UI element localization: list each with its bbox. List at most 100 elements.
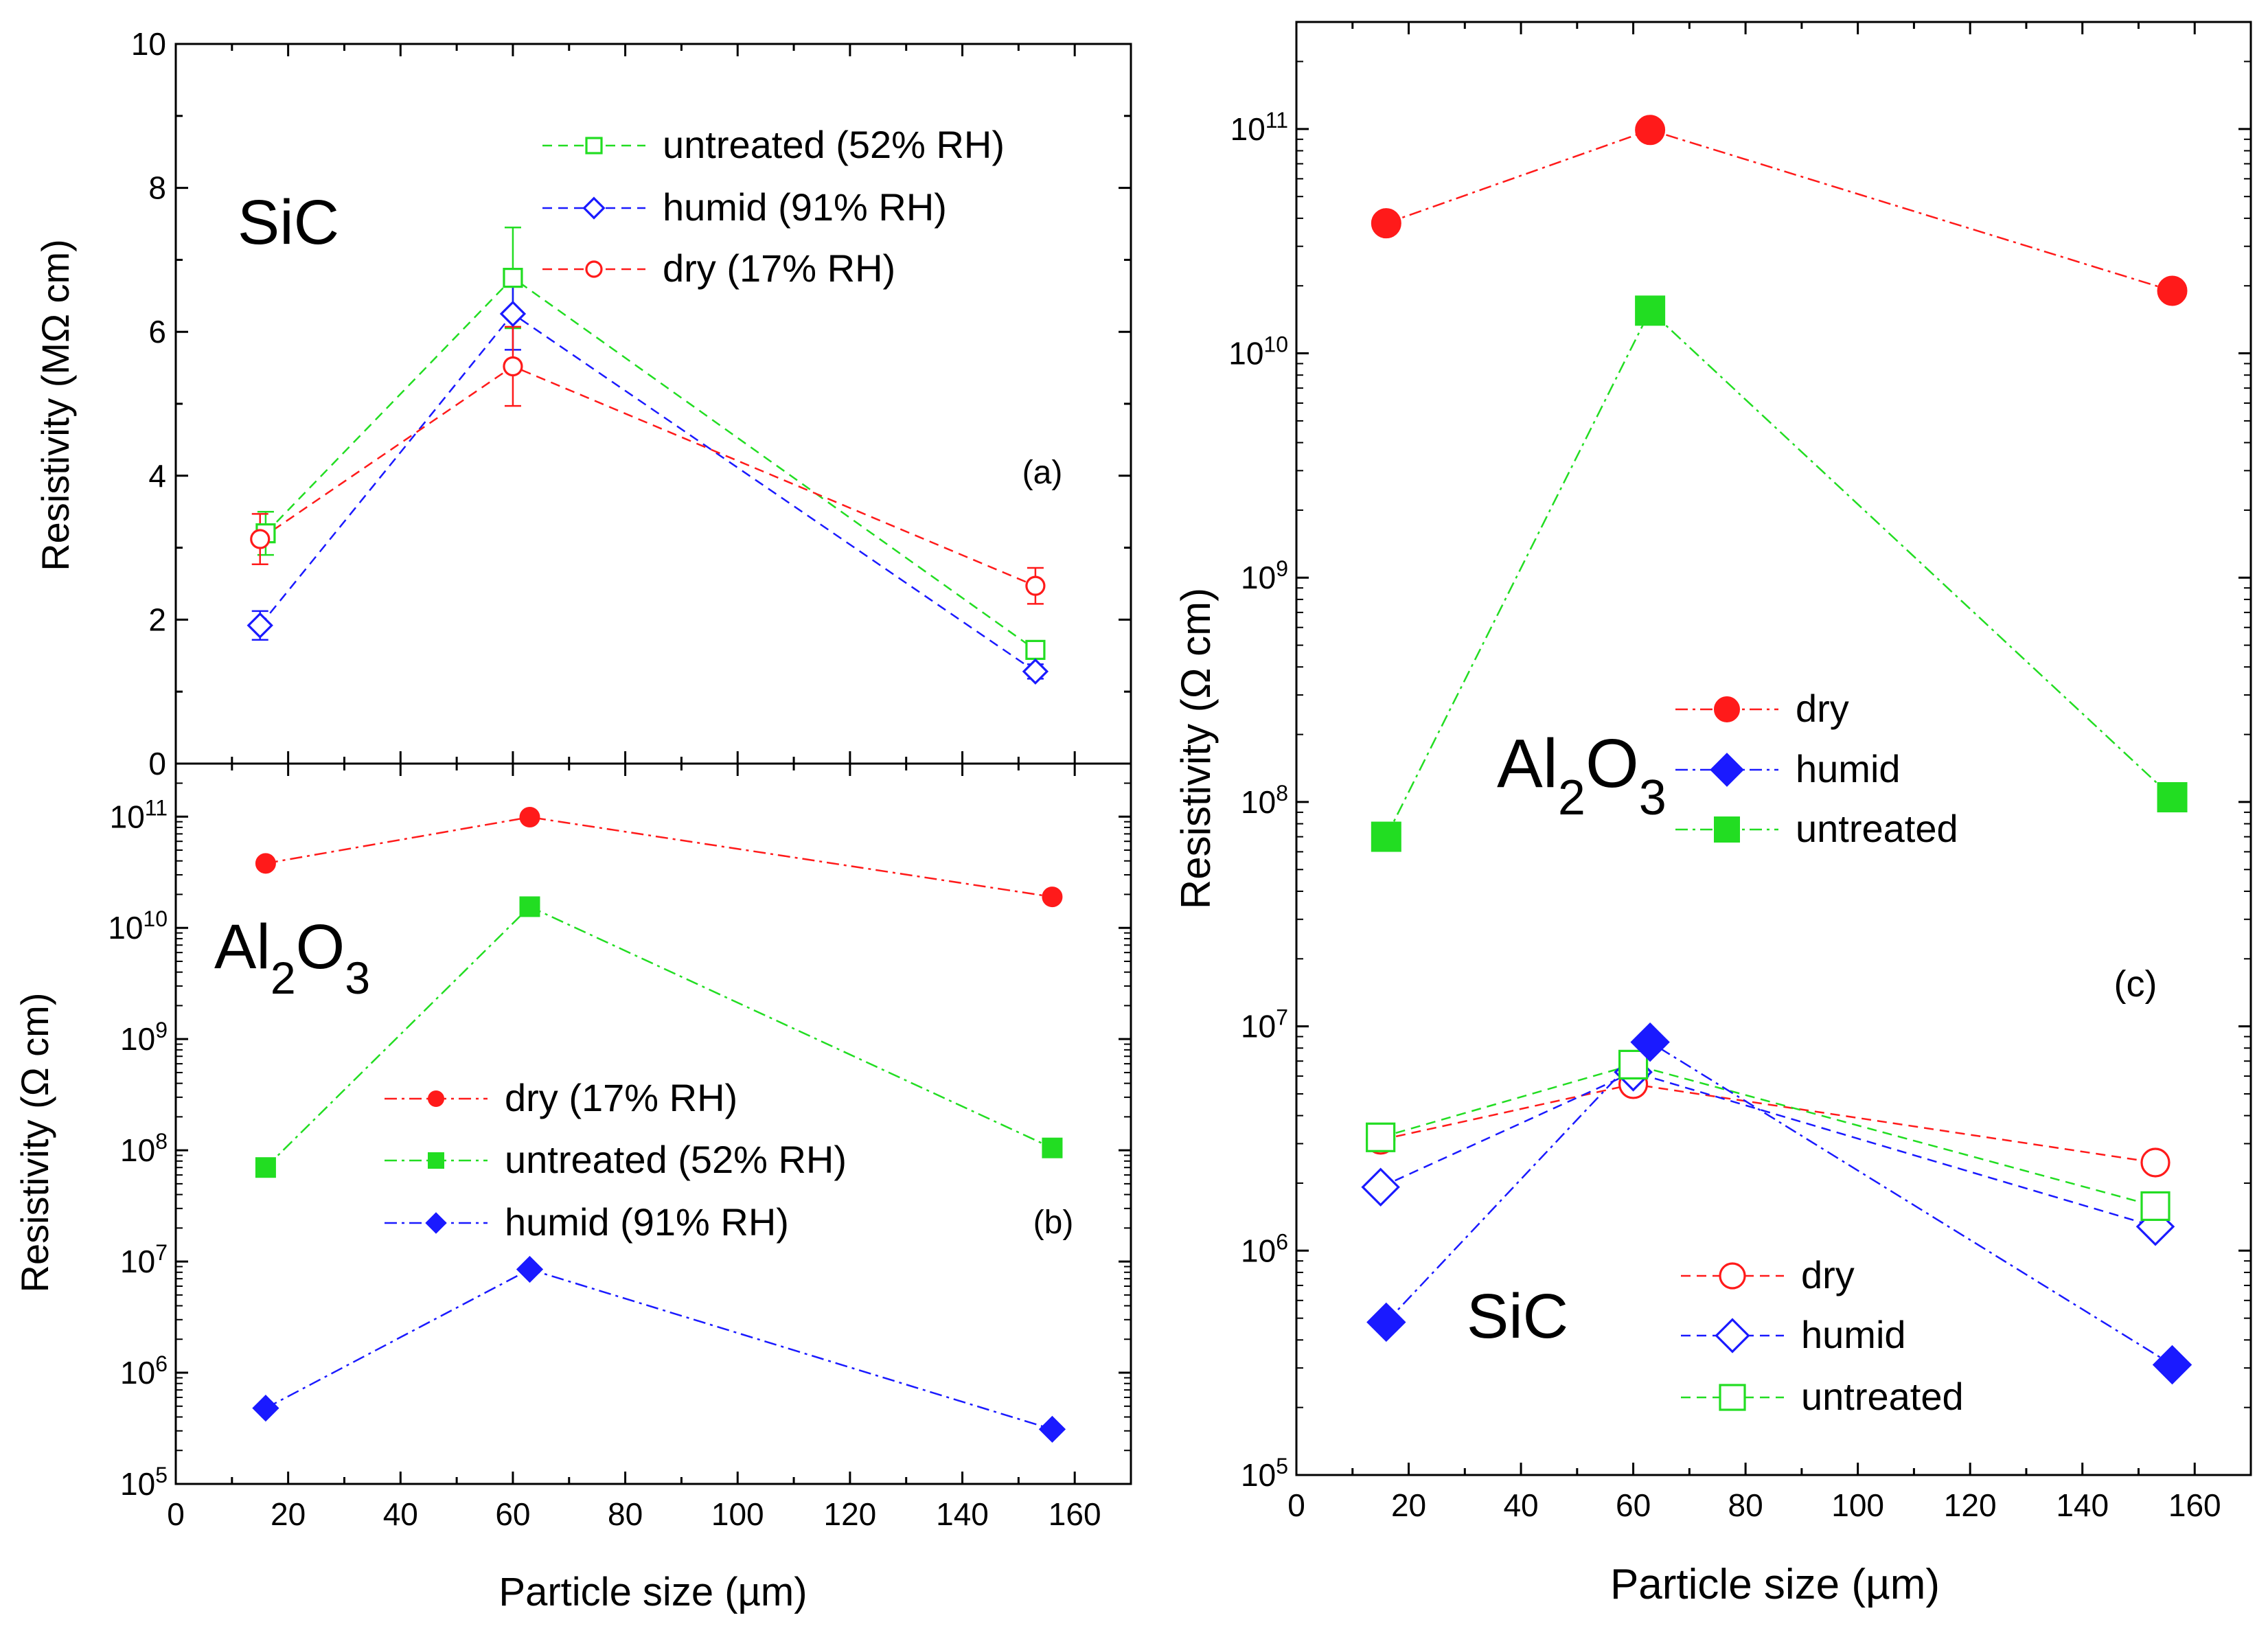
x-tick-label-b: 140 — [936, 1496, 989, 1532]
legend-label-a-dry: dry (17% RH) — [663, 247, 895, 290]
x-tick-label-b: 100 — [711, 1496, 764, 1532]
data-point-b-untreated — [255, 1157, 276, 1178]
data-point-c0-untreated — [1635, 295, 1666, 326]
x-tick-label-b: 120 — [824, 1496, 877, 1532]
data-point-a-humid — [247, 612, 273, 639]
data-point-a-humid — [499, 300, 527, 328]
x-tick-label-c: 20 — [1391, 1487, 1426, 1523]
y-tick-label-b: 109 — [120, 1018, 168, 1057]
x-tick-label-b: 160 — [1049, 1496, 1101, 1532]
data-point-a-untreated — [1025, 639, 1046, 661]
series-line-a-humid — [259, 312, 1036, 672]
panel-c-x-axis-title: Particle size (µm) — [1610, 1561, 1940, 1608]
panel-b-x-axis-title: Particle size (µm) — [499, 1570, 807, 1614]
legend-label-c-sic-humid: humid — [1801, 1313, 1906, 1356]
y-tick-label-c: 1010 — [1228, 332, 1288, 371]
x-tick-label-c: 140 — [2056, 1487, 2109, 1523]
legend-marker-c-al2o3-humid — [1710, 753, 1744, 787]
axes-frame-b — [174, 762, 1132, 1485]
data-point-b-dry — [1042, 887, 1063, 908]
y-tick-label-b: 107 — [120, 1240, 168, 1279]
axes-frame-c — [1295, 21, 2252, 1476]
data-point-c2-humid — [1366, 1302, 1406, 1342]
x-tick-label-c: 60 — [1616, 1487, 1651, 1523]
data-point-c2-humid — [1630, 1022, 1670, 1062]
panel-a-label: (a) — [1022, 455, 1063, 491]
x-tick-label-c: 120 — [1944, 1487, 1997, 1523]
series-line-b-dry — [265, 816, 1053, 898]
data-point-b-humid — [252, 1395, 279, 1422]
x-tick-label-b: 0 — [167, 1496, 185, 1532]
data-point-c1-untreated — [1618, 1049, 1649, 1079]
data-point-c1-untreated — [2140, 1191, 2170, 1222]
series-markers — [247, 115, 2192, 1443]
y-tick-label-c: 109 — [1241, 556, 1288, 595]
x-tick-label-c: 80 — [1728, 1487, 1763, 1523]
error-bars — [251, 226, 1044, 680]
legend-marker-a-untreated — [585, 137, 603, 155]
legend-marker-a-dry — [585, 260, 603, 278]
panel-a-y-axis-title: Resistivity (MΩ cm) — [34, 239, 77, 571]
y-tick-label-b: 105 — [120, 1463, 168, 1502]
series-line-c0-untreated — [1385, 309, 2173, 838]
y-tick-label-c: 1011 — [1230, 108, 1288, 147]
labels: SiC (a) Al2O3 (b) Particle size (µm) Resistiv… — [13, 187, 2157, 1614]
legend-marker-c-al2o3-untreated — [1714, 816, 1740, 843]
x-tick-label-c: 100 — [1831, 1487, 1884, 1523]
series-line-c0-dry — [1386, 128, 2173, 292]
legend-marker-c-al2o3-dry — [1714, 696, 1740, 722]
panel-a-material-title: SiC — [238, 187, 339, 258]
x-tick-label-b: 20 — [271, 1496, 306, 1532]
legend-label-b-humid: humid (91% RH) — [505, 1200, 789, 1244]
data-point-c1-dry — [2140, 1147, 2170, 1178]
legend-marker-b-dry — [428, 1090, 444, 1107]
data-point-a-dry — [250, 529, 271, 549]
legend-marker-b-humid — [425, 1212, 447, 1234]
data-point-b-dry — [255, 853, 276, 874]
y-tick-label-b: 1011 — [110, 795, 168, 834]
data-point-a-humid — [1022, 658, 1049, 685]
data-point-c0-dry — [2157, 275, 2188, 306]
legend-marker-b-untreated — [428, 1152, 444, 1169]
legend-label-b-untreated: untreated (52% RH) — [505, 1138, 847, 1181]
series-line-a-dry — [260, 365, 1036, 587]
data-point-c2-humid — [2152, 1345, 2192, 1385]
y-tick-label-a: 0 — [148, 746, 166, 781]
y-tick-label-c: 106 — [1241, 1229, 1288, 1268]
y-tick-label-a: 8 — [148, 170, 166, 206]
y-tick-label-a: 10 — [131, 26, 166, 62]
x-tick-label-c: 0 — [1287, 1487, 1305, 1523]
data-point-a-untreated — [503, 268, 523, 288]
legends: untreated (52% RH) humid (91% RH) dry (17%… — [385, 123, 1964, 1418]
data-point-c0-untreated — [1371, 821, 1401, 852]
data-point-c0-dry — [1371, 208, 1401, 239]
y-tick-label-b: 1010 — [108, 906, 168, 946]
panel-b-y-axis-title: Resistivity (Ω cm) — [13, 993, 56, 1293]
data-point-b-untreated — [1042, 1137, 1063, 1158]
series-line-c1-untreated — [1380, 1064, 2156, 1207]
legend-label-c-sic-dry: dry — [1801, 1253, 1855, 1296]
legend-marker-c-sic-dry — [1719, 1262, 1746, 1290]
legend-marker-a-humid — [582, 196, 606, 220]
data-point-b-humid — [1038, 1415, 1066, 1443]
x-tick-label-c: 160 — [2168, 1487, 2221, 1523]
legend-label-a-humid: humid (91% RH) — [663, 185, 947, 229]
data-point-c0-dry — [1635, 115, 1666, 146]
series-line-b-humid — [265, 1268, 1053, 1430]
legend-label-c-al2o3-humid: humid — [1796, 747, 1901, 790]
data-point-b-dry — [519, 806, 540, 827]
legend-marker-c-sic-humid — [1715, 1318, 1750, 1353]
panel-c-sic-title: SiC — [1467, 1281, 1568, 1351]
data-point-c1-untreated — [1366, 1122, 1396, 1152]
y-tick-label-c: 107 — [1241, 1005, 1288, 1044]
legend-marker-c-sic-untreated — [1719, 1384, 1746, 1411]
data-point-a-dry — [503, 356, 523, 377]
panel-c-al2o3-title: Al2O3 — [1497, 725, 1666, 825]
panel-c-label: (c) — [2114, 963, 2157, 1005]
panel-c-y-axis-title: Resistivity (Ω cm) — [1173, 588, 1219, 909]
x-tick-label-b: 80 — [608, 1496, 643, 1532]
series-line-b-untreated — [265, 905, 1053, 1169]
series-line-c1-humid — [1380, 1071, 2156, 1228]
x-tick-label-c: 40 — [1503, 1487, 1538, 1523]
